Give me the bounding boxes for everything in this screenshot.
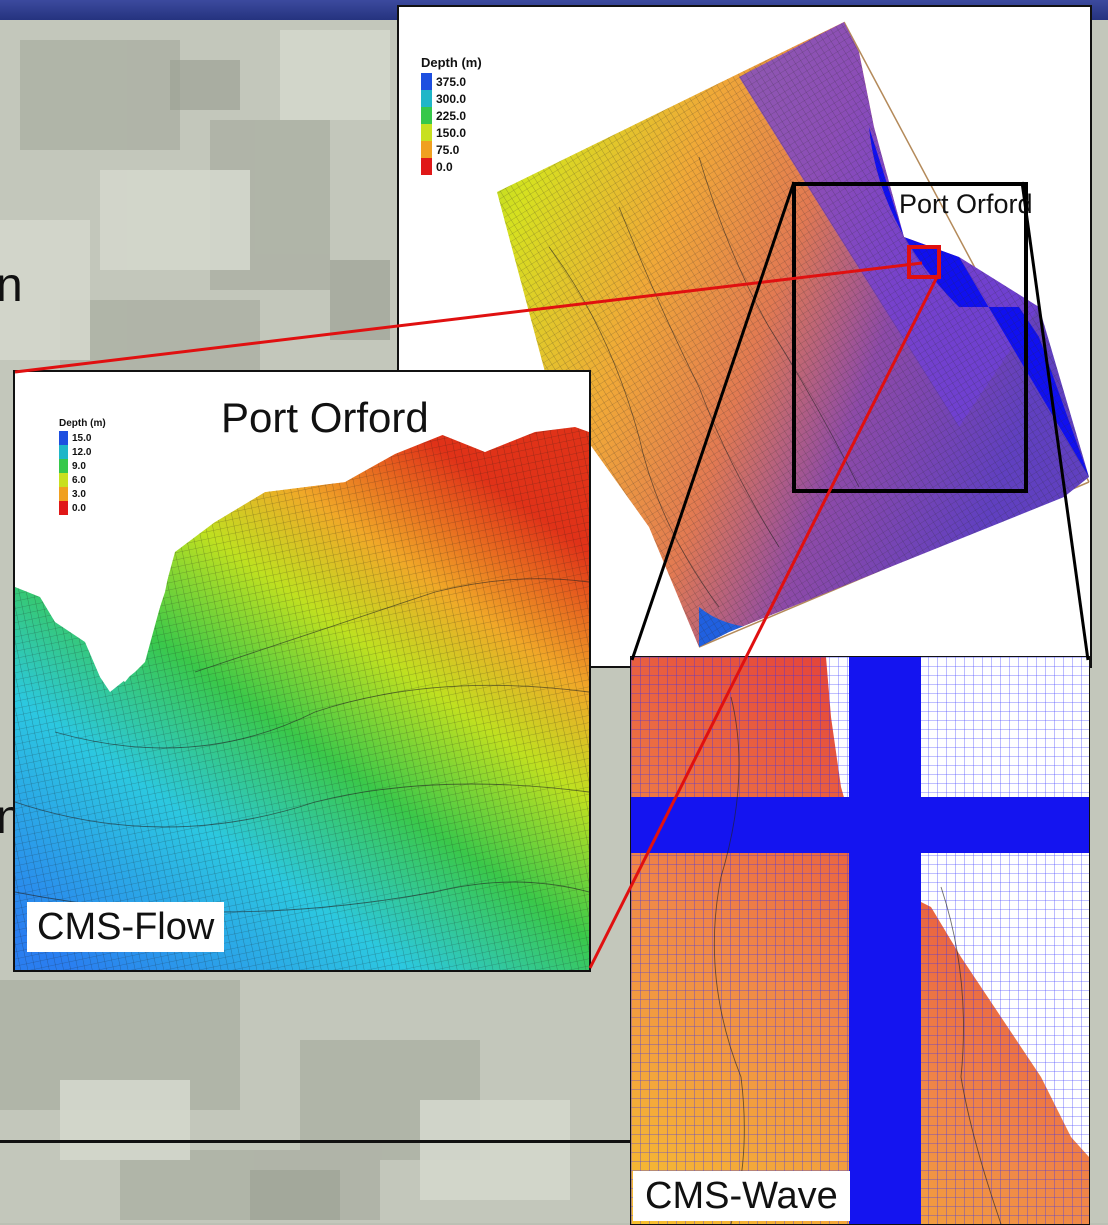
legend-title: Depth (m) — [59, 418, 106, 429]
legend-value: 12.0 — [72, 446, 92, 458]
legend-entry: 0.0 — [59, 501, 106, 515]
legend-entry: 15.0 — [59, 431, 106, 445]
legend-swatch — [421, 107, 432, 124]
cms-flow-panel: Depth (m) 15.0 12.0 9.0 6.0 3.0 0.0 Port Orfo… — [13, 370, 591, 972]
connector-line-black — [630, 181, 796, 661]
legend-swatch — [59, 473, 68, 487]
legend-swatch — [59, 459, 68, 473]
legend-swatch — [421, 124, 432, 141]
cms-wave-caption: CMS-Wave — [633, 1171, 850, 1221]
depth-legend-overview: Depth (m) 375.0 300.0 225.0 150.0 75.0 0.0 — [421, 55, 482, 175]
legend-entry: 300.0 — [421, 90, 482, 107]
legend-swatch — [59, 487, 68, 501]
wave-grid-extent-box — [792, 182, 1028, 493]
legend-swatch — [59, 501, 68, 515]
legend-swatch — [59, 445, 68, 459]
wave-grid-map — [631, 657, 1089, 1224]
legend-value: 225.0 — [436, 108, 467, 123]
legend-entry: 3.0 — [59, 487, 106, 501]
overview-bathymetry-panel: Depth (m) 375.0 300.0 225.0 150.0 75.0 0.0 Po… — [397, 5, 1092, 668]
cms-wave-panel: CMS-Wave — [630, 656, 1090, 1225]
legend-value: 3.0 — [72, 488, 86, 500]
legend-entry: 75.0 — [421, 141, 482, 158]
legend-value: 75.0 — [436, 142, 460, 157]
legend-value: 0.0 — [72, 502, 86, 514]
legend-swatch — [421, 73, 432, 90]
legend-entry: 9.0 — [59, 459, 106, 473]
legend-value: 150.0 — [436, 125, 467, 140]
depth-legend-flow: Depth (m) 15.0 12.0 9.0 6.0 3.0 0.0 — [59, 418, 106, 515]
divider-line — [0, 1140, 640, 1143]
flow-grid-extent-box — [907, 245, 941, 279]
bullet-text-fragment: n — [0, 259, 23, 312]
legend-value: 300.0 — [436, 91, 467, 106]
connector-line-red — [14, 261, 923, 374]
legend-value: 0.0 — [436, 159, 453, 174]
legend-value: 15.0 — [72, 432, 92, 444]
flow-grid-map — [15, 372, 589, 970]
connector-line-black — [1020, 181, 1090, 661]
legend-entry: 375.0 — [421, 73, 482, 90]
legend-value: 375.0 — [436, 74, 467, 89]
legend-swatch — [421, 90, 432, 107]
overview-grid-map — [497, 21, 1090, 648]
legend-entry: 6.0 — [59, 473, 106, 487]
connector-line-red — [588, 274, 940, 969]
legend-swatch — [59, 431, 68, 445]
legend-entry: 0.0 — [421, 158, 482, 175]
legend-value: 6.0 — [72, 474, 86, 486]
legend-entry: 12.0 — [59, 445, 106, 459]
legend-swatch — [421, 141, 432, 158]
legend-title: Depth (m) — [421, 55, 482, 70]
port-orford-title: Port Orford — [221, 394, 429, 441]
legend-entry: 150.0 — [421, 124, 482, 141]
legend-swatch — [421, 158, 432, 175]
cms-flow-caption: CMS-Flow — [27, 902, 225, 952]
legend-entry: 225.0 — [421, 107, 482, 124]
legend-value: 9.0 — [72, 460, 86, 472]
port-orford-label-overview: Port Orford — [899, 189, 1033, 219]
